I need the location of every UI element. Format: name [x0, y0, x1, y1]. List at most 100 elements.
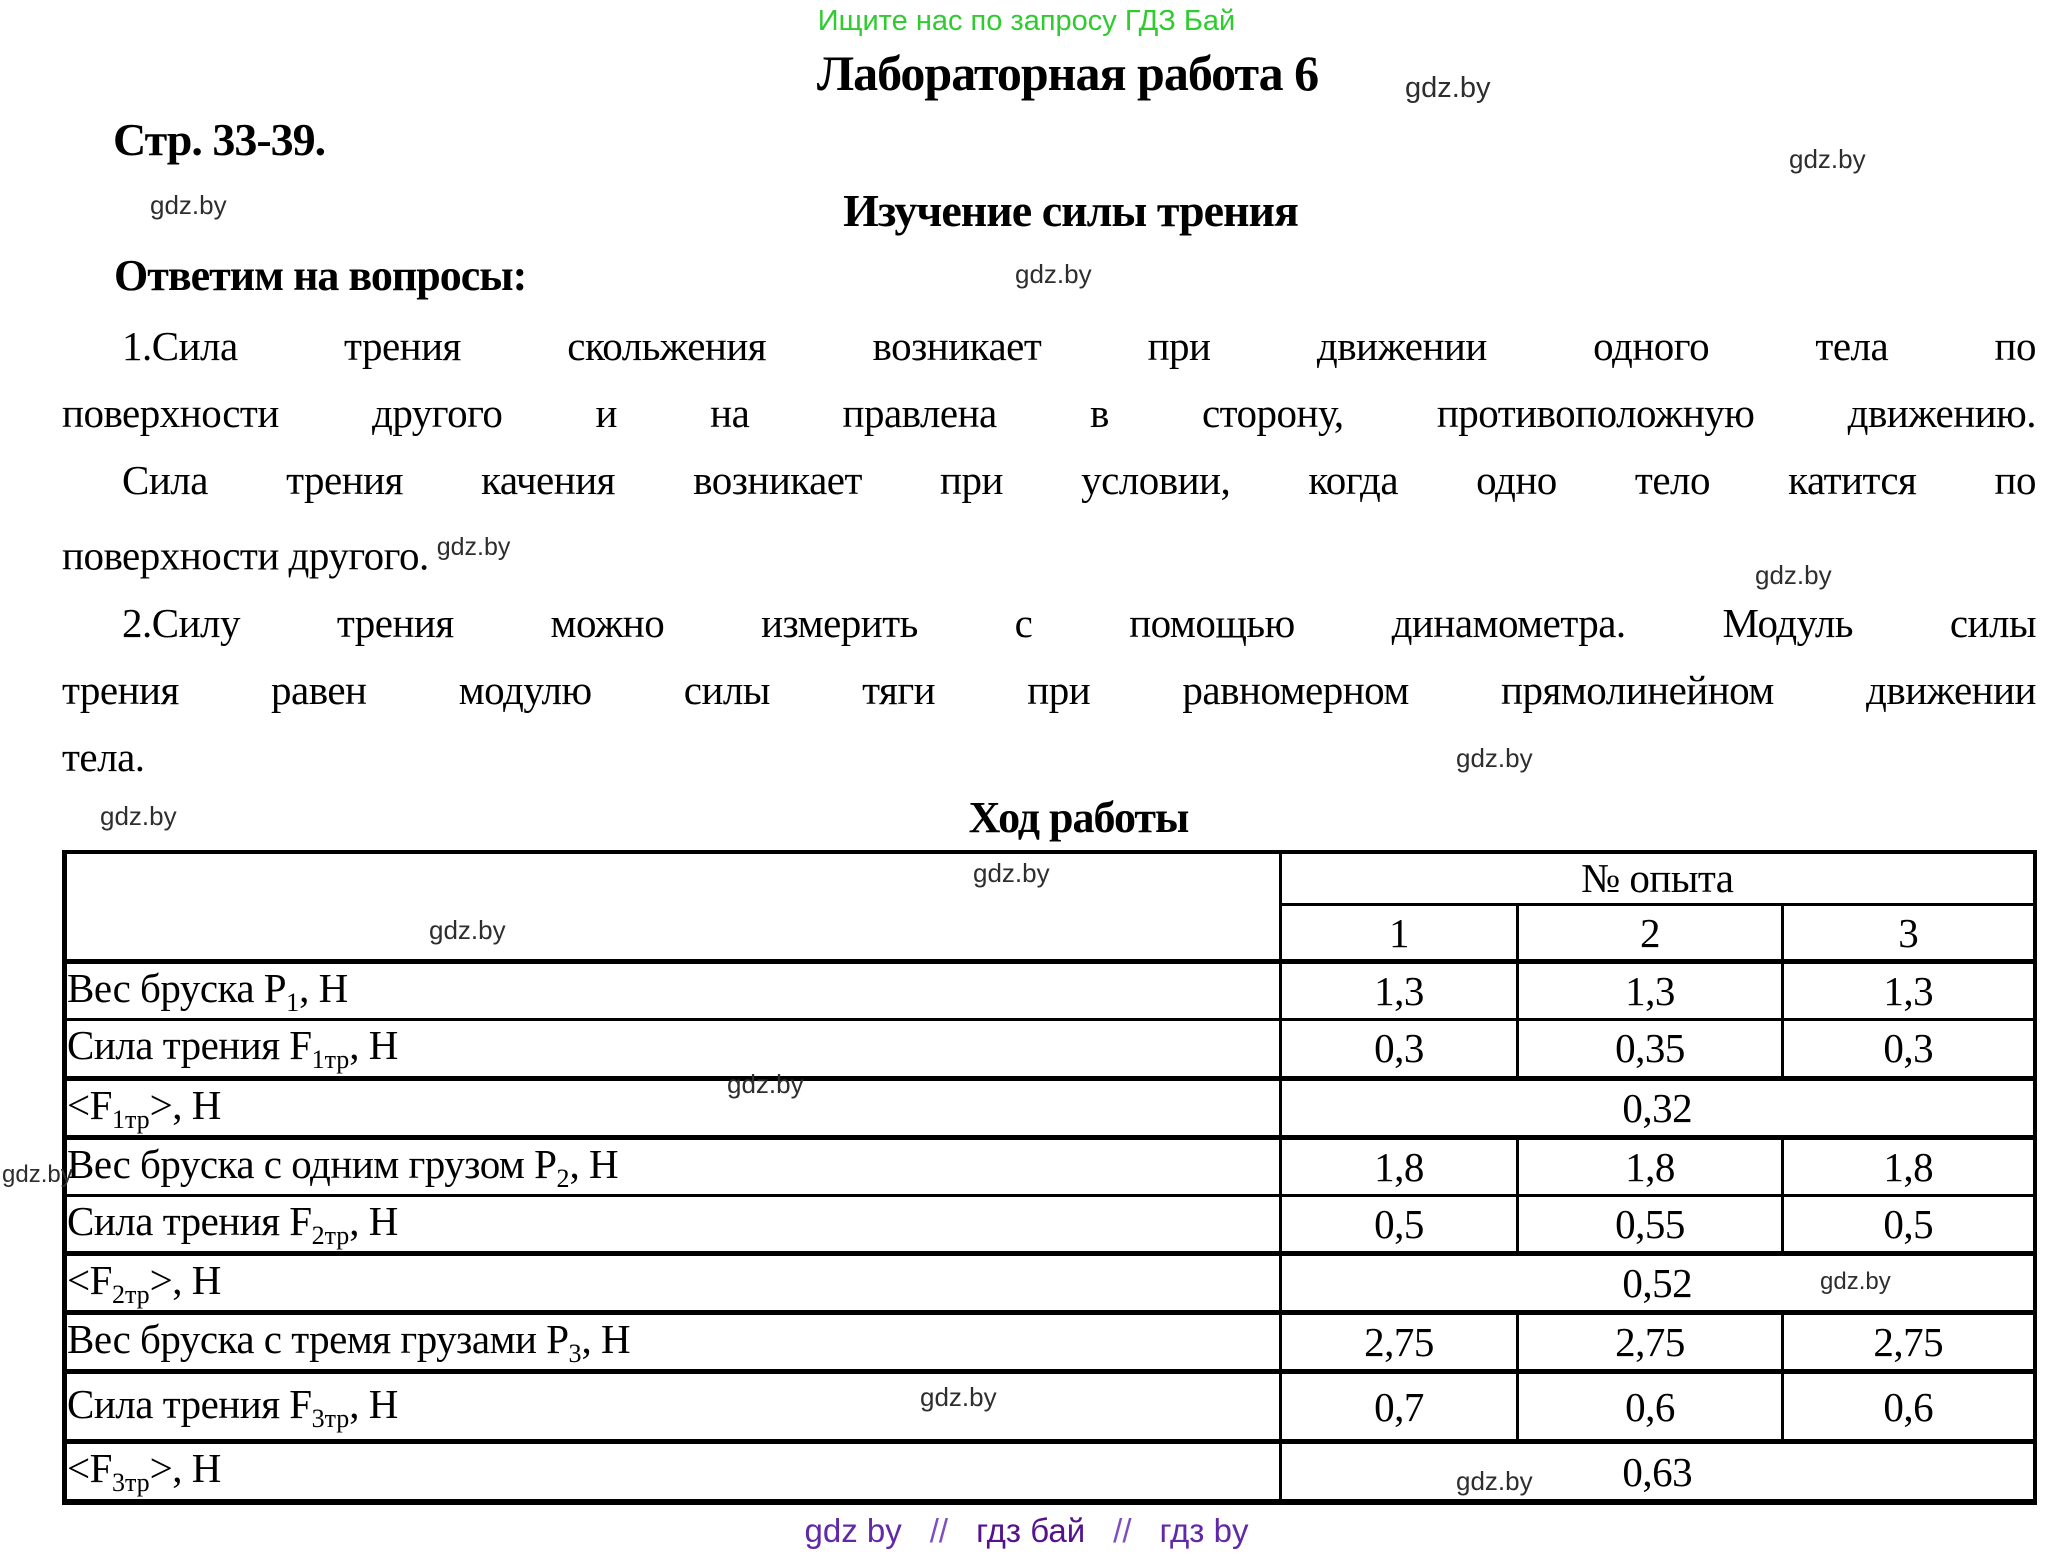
gdz-watermark: gdz.by [1789, 144, 1866, 174]
table-row: Вес бруска P1, Н 1,3 1,3 1,3 [64, 961, 2035, 1022]
row-label: Вес бруска P1, Н [64, 961, 1281, 1022]
value-cell: 0,55 [1516, 1195, 1783, 1257]
value-cell: 1,8 [1279, 1137, 1518, 1197]
merged-average-cell: 0,52 [1278, 1253, 2035, 1316]
row-label: <F3тр>, Н [65, 1442, 1281, 1502]
footer-separator: // [929, 1512, 949, 1549]
value-cell: 0,7 [1279, 1371, 1518, 1445]
row-label-text: <F [67, 1445, 112, 1492]
footer-link-text: gdz by [804, 1512, 902, 1549]
row-label-subscript: 3 [568, 1339, 582, 1369]
gdz-watermark: gdz.by [100, 801, 177, 831]
work-heading: Ход работы [968, 792, 1190, 842]
footer-links: gdz by // гдз бай // гдз by [0, 1512, 2053, 1550]
table-row-merged: <F3тр>, Н 0,63 [65, 1441, 2035, 1502]
table-row: Вес бруска с одним грузом P2, Н 1,8 1,8 … [64, 1137, 2035, 1197]
row-label: Сила трения F1тр, Н [64, 1019, 1281, 1081]
answer-line: тела. [62, 733, 145, 780]
table-row: Сила трения F1тр, Н 0,3 0,35 0,3 [64, 1019, 2035, 1081]
row-label-subscript: 2 [556, 1163, 570, 1193]
row-label: Вес бруска с тремя грузами P3, Н [64, 1312, 1281, 1375]
answer-line: 2.Силу трения можно измерить с помощью д… [122, 599, 2037, 646]
gdz-watermark: gdz.by [2, 1161, 73, 1188]
merged-average-cell: 0,32 [1278, 1078, 2035, 1140]
table-corner-cell [64, 851, 1281, 965]
row-label-subscript: 1тр [111, 1104, 150, 1134]
gdz-watermark: gdz.by [436, 533, 511, 561]
row-label-unit: , Н [581, 1316, 631, 1363]
value-cell: 0,3 [1780, 1019, 2035, 1081]
row-label-text: Вес бруска с одним грузом P [67, 1140, 557, 1187]
row-label-unit: , Н [349, 1197, 398, 1244]
value-cell: 0,5 [1279, 1195, 1518, 1257]
row-label-text: Вес бруска с тремя грузами P [67, 1316, 569, 1363]
results-table: № опыта 1 2 3 Вес бруска P1, Н 1,3 1,3 1… [62, 849, 2037, 1505]
gdz-watermark: gdz.by [1015, 259, 1092, 289]
row-label-subscript: 2тр [311, 1221, 350, 1251]
table-row: Сила трения F3тр, Н 0,7 0,6 0,6 [64, 1371, 2035, 1445]
column-header-3: 3 [1780, 904, 2035, 965]
footer-link-text: гдз by [1159, 1512, 1249, 1549]
value-cell: 0,6 [1516, 1371, 1783, 1445]
value-cell: 0,6 [1780, 1371, 2035, 1445]
column-header-1: 1 [1279, 904, 1518, 965]
row-label-text: Сила трения F [67, 1380, 312, 1427]
subtitle: Изучение силы трения [843, 185, 1299, 236]
row-label-unit: , Н [569, 1140, 619, 1187]
promo-banner: Ищите нас по запросу ГДЗ Бай [817, 5, 1236, 37]
value-cell: 1,8 [1780, 1137, 2035, 1197]
value-cell: 1,3 [1516, 961, 1783, 1022]
value-cell: 1,8 [1516, 1137, 1783, 1197]
row-label-subscript: 1тр [311, 1045, 350, 1075]
value-cell: 0,5 [1780, 1195, 2035, 1257]
row-label: Сила трения F2тр, Н [64, 1195, 1281, 1257]
answer-line: поверхности другого. gdz.by [62, 514, 2036, 590]
row-label-subscript: 3тр [311, 1404, 350, 1434]
gdz-watermark: gdz.by [1405, 72, 1491, 104]
row-label-unit: , Н [299, 965, 348, 1012]
table-row: Вес бруска с тремя грузами P3, Н 2,75 2,… [64, 1312, 2035, 1375]
gdz-watermark: gdz.by [1456, 1466, 1533, 1496]
gdz-watermark: gdz.by [429, 915, 506, 945]
gdz-watermark: gdz.by [920, 1382, 997, 1412]
row-label-unit: , Н [349, 1022, 398, 1069]
merged-average-cell: 0,63 [1278, 1441, 2035, 1502]
questions-heading: Ответим на вопросы: [114, 251, 527, 300]
row-label: Сила трения F3тр, Н [64, 1371, 1281, 1445]
row-label: <F2тр>, Н [64, 1253, 1281, 1316]
answer-line: трения равен модулю силы тяги при равном… [62, 666, 2037, 713]
value-cell: 1,3 [1279, 961, 1518, 1022]
experiment-number-header: № опыта [1278, 851, 2035, 907]
row-label-text: <F [67, 1081, 112, 1128]
table-subheader-row: 1 2 3 [65, 904, 2035, 965]
table-row: Сила трения F2тр, Н 0,5 0,55 0,5 [64, 1195, 2035, 1257]
value-cell: 0,3 [1279, 1019, 1518, 1081]
row-label-text: Вес бруска P [67, 965, 287, 1012]
column-header-2: 2 [1516, 904, 1783, 965]
row-label-unit: >, Н [149, 1081, 222, 1128]
value-cell: 2,75 [1279, 1312, 1518, 1375]
answer-line: Сила трения качения возникает при услови… [122, 457, 2037, 503]
row-label-subscript: 2тр [111, 1280, 150, 1310]
table-header-row: № опыта [64, 851, 2035, 965]
value-cell: 2,75 [1780, 1312, 2035, 1375]
row-label: Вес бруска с одним грузом P2, Н [64, 1137, 1281, 1197]
value-cell: 1,3 [1780, 961, 2035, 1022]
footer-link-text: гдз бай [976, 1512, 1086, 1549]
answer-line: поверхности другого и на правлена в стор… [62, 390, 2037, 436]
row-label-text: Сила трения F [67, 1197, 312, 1244]
gdz-watermark: gdz.by [727, 1069, 804, 1099]
answers-text: 1.Сила трения скольжения возникает при д… [62, 313, 2037, 791]
answer-line-text: поверхности другого. [62, 532, 429, 579]
table-row-merged: <F2тр>, Н 0,52 [64, 1253, 2035, 1316]
row-label-unit: , Н [349, 1380, 398, 1427]
row-label-text: <F [67, 1257, 112, 1304]
row-label-text: Сила трения F [67, 1022, 312, 1069]
page-reference: Стр. 33-39. [113, 114, 326, 165]
gdz-watermark: gdz.by [1755, 560, 1832, 590]
row-label-unit: >, Н [149, 1257, 222, 1304]
gdz-watermark: gdz.by [973, 858, 1050, 888]
row-label-subscript: 3тр [111, 1468, 150, 1498]
table-row-merged: <F1тр>, Н 0,32 [64, 1078, 2035, 1140]
